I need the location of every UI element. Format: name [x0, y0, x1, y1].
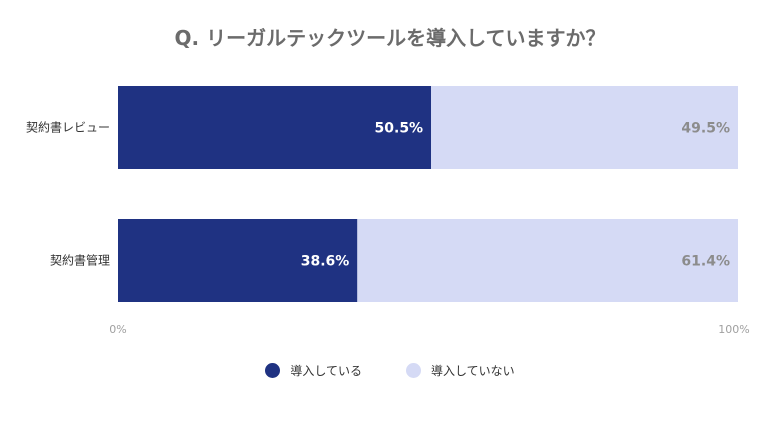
legend-label-installed: 導入している	[290, 364, 362, 378]
legend-label-not-installed: 導入していない	[430, 364, 515, 378]
bar-segment-0-1	[431, 86, 738, 169]
bar-segment-1-0	[118, 219, 358, 302]
legend-item-not-installed: 導入していない	[405, 362, 515, 379]
data-label-1-1: 61.4%	[681, 254, 730, 270]
legend-swatch-installed	[265, 363, 281, 378]
bar-segment-0-0	[118, 86, 432, 169]
legend-item-installed: 導入している	[265, 362, 362, 379]
chart-title: Q. リーガルテックツールを導入していますか？	[174, 26, 606, 50]
data-label-0-1: 49.5%	[681, 121, 730, 137]
category-label-1: 契約書管理	[50, 253, 110, 268]
data-label-0-0: 50.5%	[375, 121, 424, 137]
category-label-0: 契約書レビュー	[26, 120, 110, 135]
legend-swatch-not-installed	[405, 363, 421, 378]
bar-segment-1-1	[357, 219, 738, 302]
x-tick-label-1: 100%	[718, 323, 749, 336]
legend: 導入している 導入していない	[0, 362, 780, 379]
data-label-1-0: 38.6%	[301, 254, 350, 270]
x-tick-label-0: 0%	[109, 323, 126, 336]
